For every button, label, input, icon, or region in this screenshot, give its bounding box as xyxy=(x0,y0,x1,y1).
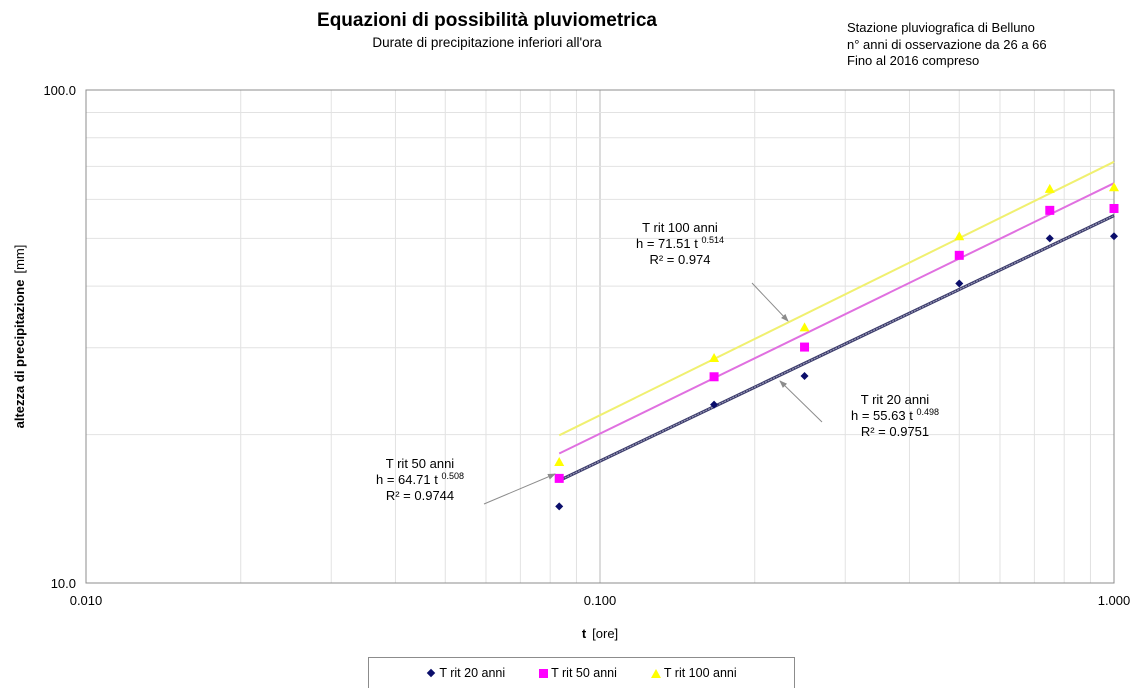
trendline xyxy=(558,215,1115,482)
y-tick-label: 100.0 xyxy=(43,83,76,98)
equation-text: h = 71.51 t xyxy=(636,236,701,251)
x-tick-label: 0.010 xyxy=(70,593,103,608)
data-point xyxy=(709,353,720,363)
data-point xyxy=(800,342,810,352)
y-axis-label-bold: altezza di precipitazione xyxy=(12,280,27,429)
chart-title: Equazioni di possibilità pluviometrica xyxy=(317,10,657,31)
annotation-equation: h = 55.63 t 0.498 xyxy=(851,407,939,423)
trendline xyxy=(558,182,1115,455)
equation-text: h = 55.63 t xyxy=(851,408,916,423)
legend-item: T rit 100 anni xyxy=(650,666,737,680)
annotation-equation: h = 71.51 t 0.514 xyxy=(636,235,724,251)
x-tick-label: 1.000 xyxy=(1098,593,1131,608)
legend-label: T rit 50 anni xyxy=(551,666,617,680)
annotation-arrow xyxy=(751,282,789,322)
plot-area-frame xyxy=(85,89,1115,584)
x-axis-label-unit: [ore] xyxy=(592,626,618,641)
data-point xyxy=(1109,182,1119,192)
legend-item: T rit 20 anni xyxy=(426,666,505,680)
trendlines xyxy=(558,160,1115,483)
data-points xyxy=(554,182,1119,511)
equation-exponent: 0.514 xyxy=(701,235,724,245)
data-point xyxy=(800,371,809,380)
annotation-arrow xyxy=(779,380,823,423)
data-point xyxy=(709,372,719,382)
equation-text: h = 64.71 t xyxy=(376,472,441,487)
y-axis-label-unit: [mm] xyxy=(12,245,27,274)
station-info-line: Fino al 2016 compreso xyxy=(847,53,980,68)
annotation-equation: h = 64.71 t 0.508 xyxy=(376,471,464,487)
data-point xyxy=(1045,205,1055,215)
annotation-r2: R² = 0.974 xyxy=(649,252,710,267)
data-point xyxy=(1044,183,1055,193)
annotation-r2: R² = 0.9744 xyxy=(386,488,454,503)
data-point xyxy=(955,279,964,288)
data-point xyxy=(1110,232,1118,241)
annotation-label: T rit 100 anni xyxy=(642,220,718,235)
station-info: Stazione pluviografica di Belluno n° ann… xyxy=(847,20,1047,70)
legend-label: T rit 100 anni xyxy=(663,666,737,680)
data-point xyxy=(554,456,565,466)
station-info-line: Stazione pluviografica di Belluno xyxy=(847,20,1035,35)
data-point xyxy=(1045,234,1054,243)
data-point xyxy=(954,231,965,241)
annotation-r2: R² = 0.9751 xyxy=(861,424,929,439)
station-info-line: n° anni di osservazione da 26 a 66 xyxy=(847,36,1047,52)
equation-exponent: 0.508 xyxy=(441,471,464,481)
x-tick-label: 0.100 xyxy=(584,593,617,608)
data-point xyxy=(554,473,564,483)
triangle-marker-icon xyxy=(650,668,661,678)
y-tick-label: 10.0 xyxy=(51,576,76,591)
legend: T rit 20 anni T rit 50 anni T rit 100 an… xyxy=(368,657,795,688)
data-point xyxy=(1109,203,1119,213)
axis-ticks: 0.010 0.100 1.000 10.0 100.0 xyxy=(43,83,1130,608)
grid xyxy=(85,90,1114,584)
square-marker-icon xyxy=(539,668,549,678)
data-point xyxy=(555,502,564,511)
y-axis-label: altezza di precipitazione [mm] xyxy=(12,245,27,429)
trendline xyxy=(558,160,1115,437)
x-axis-label-bold: t xyxy=(582,626,587,641)
legend-item: T rit 50 anni xyxy=(539,666,617,680)
x-axis-label: t [ore] xyxy=(582,626,618,641)
data-point xyxy=(710,400,719,409)
annotation-label: T rit 20 anni xyxy=(861,392,930,407)
equation-exponent: 0.498 xyxy=(916,407,939,417)
annotation-label: T rit 50 anni xyxy=(386,456,455,471)
data-point xyxy=(799,322,810,332)
data-point xyxy=(954,250,964,260)
legend-label: T rit 20 anni xyxy=(439,666,506,680)
annotation-arrow xyxy=(483,473,556,505)
diamond-marker-icon xyxy=(427,668,436,678)
chart-subtitle: Durate di precipitazione inferiori all'o… xyxy=(372,35,602,50)
